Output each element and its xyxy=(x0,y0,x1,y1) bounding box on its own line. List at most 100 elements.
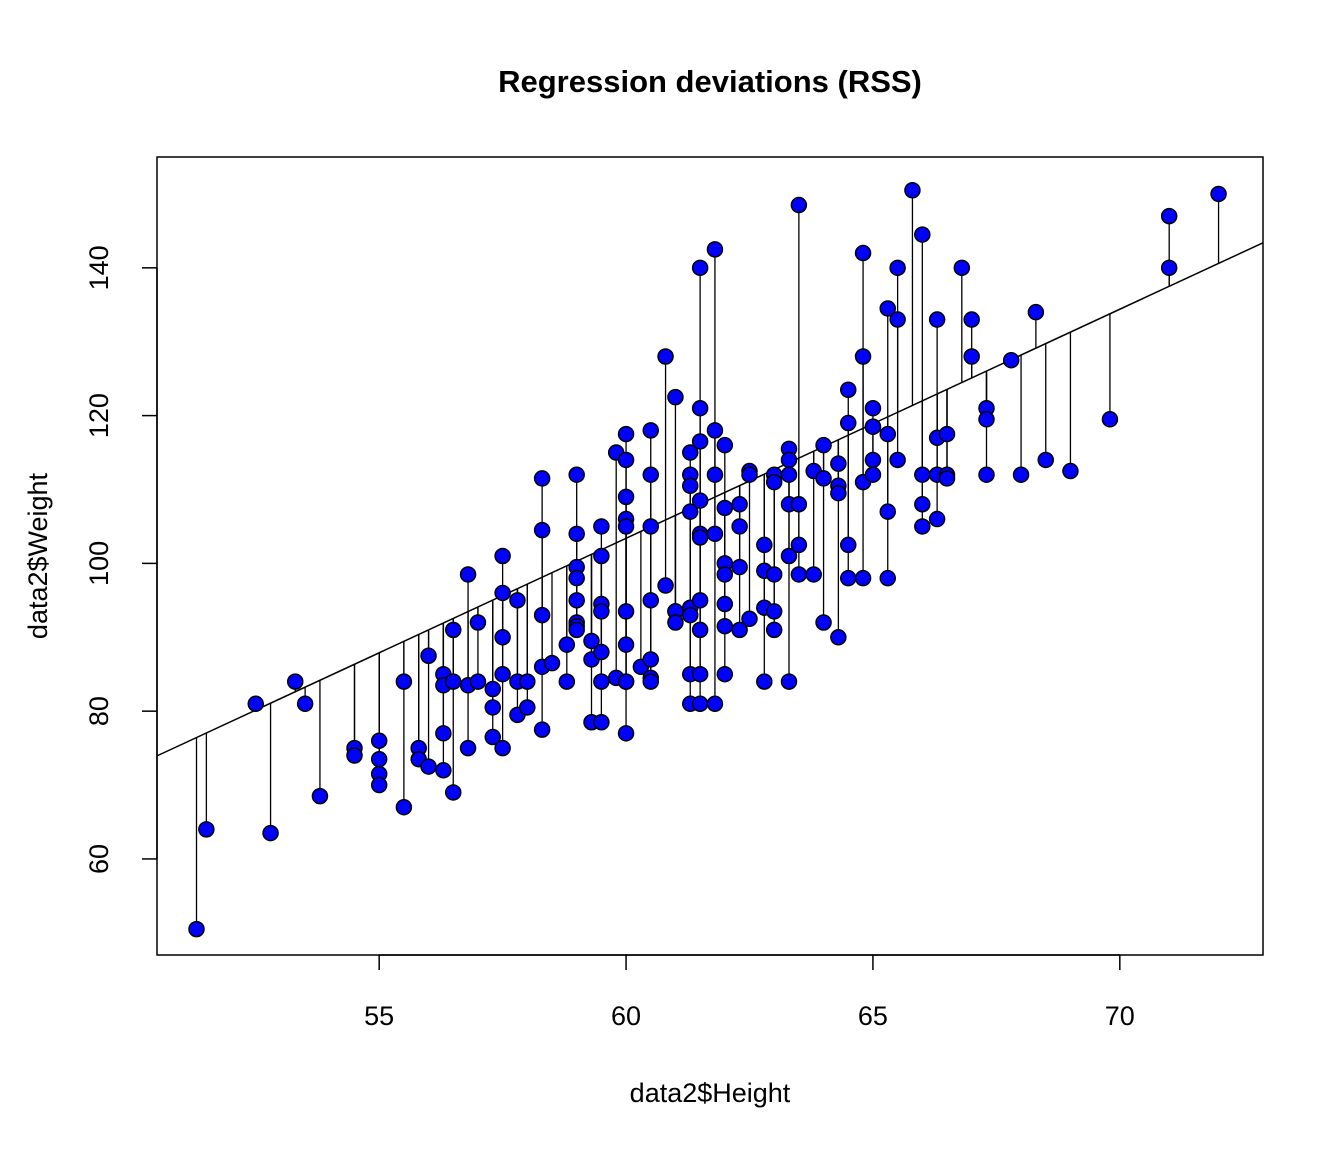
data-point xyxy=(904,182,921,199)
data-point xyxy=(1210,185,1227,203)
data-point xyxy=(435,725,452,742)
data-point xyxy=(370,732,388,749)
data-point xyxy=(198,821,215,838)
data-point xyxy=(667,614,684,631)
data-point xyxy=(928,510,946,528)
x-tick-label: 60 xyxy=(611,1001,641,1031)
data-point xyxy=(682,503,699,520)
data-point xyxy=(583,632,600,650)
data-point xyxy=(484,728,501,746)
data-point xyxy=(469,614,487,631)
data-point xyxy=(617,725,635,742)
data-point xyxy=(864,418,882,435)
data-point xyxy=(682,477,699,495)
data-point xyxy=(558,636,576,653)
data-point xyxy=(716,436,734,454)
data-point xyxy=(854,569,872,587)
data-point xyxy=(830,629,847,646)
data-point xyxy=(558,673,576,690)
data-point xyxy=(790,536,808,554)
data-point xyxy=(716,665,734,683)
data-point xyxy=(854,244,872,262)
data-point xyxy=(642,673,659,690)
data-point xyxy=(741,466,758,483)
data-point xyxy=(642,422,659,439)
data-point xyxy=(790,196,808,214)
data-point xyxy=(889,259,906,277)
y-tick-label: 60 xyxy=(84,844,114,874)
data-point xyxy=(1160,259,1178,277)
data-point xyxy=(691,621,709,639)
data-point xyxy=(978,466,995,483)
data-point xyxy=(593,673,610,690)
y-tick-label: 100 xyxy=(84,541,114,586)
data-point xyxy=(494,665,511,683)
data-point xyxy=(459,566,477,583)
data-point xyxy=(395,798,413,816)
data-point xyxy=(706,241,724,258)
data-point xyxy=(533,521,551,539)
data-point xyxy=(790,496,808,513)
x-axis: 55 60 65 70 xyxy=(364,954,1135,1031)
data-point xyxy=(395,673,413,690)
data-point xyxy=(780,673,798,690)
data-point xyxy=(617,425,635,443)
data-point xyxy=(533,470,551,487)
data-point xyxy=(938,425,956,443)
data-point xyxy=(889,311,906,328)
data-point xyxy=(657,577,674,594)
data-point xyxy=(879,569,896,587)
data-point xyxy=(682,606,699,624)
data-point xyxy=(840,536,857,554)
data-point xyxy=(420,758,437,775)
data-point xyxy=(815,470,832,487)
data-point xyxy=(593,518,610,535)
data-point xyxy=(741,610,758,628)
data-point xyxy=(568,569,585,587)
data-point xyxy=(188,920,205,938)
data-point xyxy=(519,699,536,716)
data-point xyxy=(864,399,882,417)
data-point xyxy=(593,603,610,620)
y-axis-label: data2$Weight xyxy=(23,472,53,639)
data-point xyxy=(509,592,526,609)
data-point xyxy=(716,617,734,635)
x-tick-label: 70 xyxy=(1105,1001,1135,1031)
data-point xyxy=(445,784,462,801)
data-point xyxy=(445,621,462,639)
y-axis: 60 80 100 120 140 xyxy=(84,245,158,874)
data-point xyxy=(494,584,511,602)
data-point xyxy=(469,673,487,690)
data-point xyxy=(765,473,783,491)
data-point xyxy=(691,665,709,683)
data-point xyxy=(963,311,980,328)
data-point xyxy=(706,422,724,439)
plot-frame xyxy=(156,156,1264,956)
data-point xyxy=(593,547,610,565)
x-axis-label: data2$Height xyxy=(630,1078,791,1108)
data-point xyxy=(978,411,995,428)
x-tick-label: 65 xyxy=(858,1001,888,1031)
data-point xyxy=(864,451,882,469)
chart-title: Regression deviations (RSS) xyxy=(498,64,922,99)
data-point xyxy=(1027,303,1045,321)
data-point xyxy=(296,695,314,713)
data-point xyxy=(805,566,822,583)
data-point xyxy=(568,525,585,543)
data-point xyxy=(1012,466,1030,483)
data-point xyxy=(617,451,635,469)
data-point xyxy=(617,488,635,506)
data-point xyxy=(691,259,709,277)
data-point xyxy=(706,525,724,543)
data-point xyxy=(889,451,906,469)
data-point xyxy=(731,496,748,513)
data-point xyxy=(494,547,511,565)
data-point xyxy=(691,592,709,609)
data-point xyxy=(706,695,724,713)
data-point xyxy=(716,595,734,613)
data-point xyxy=(568,621,585,639)
data-point xyxy=(459,739,477,757)
data-point xyxy=(593,643,610,661)
data-point xyxy=(815,436,832,454)
